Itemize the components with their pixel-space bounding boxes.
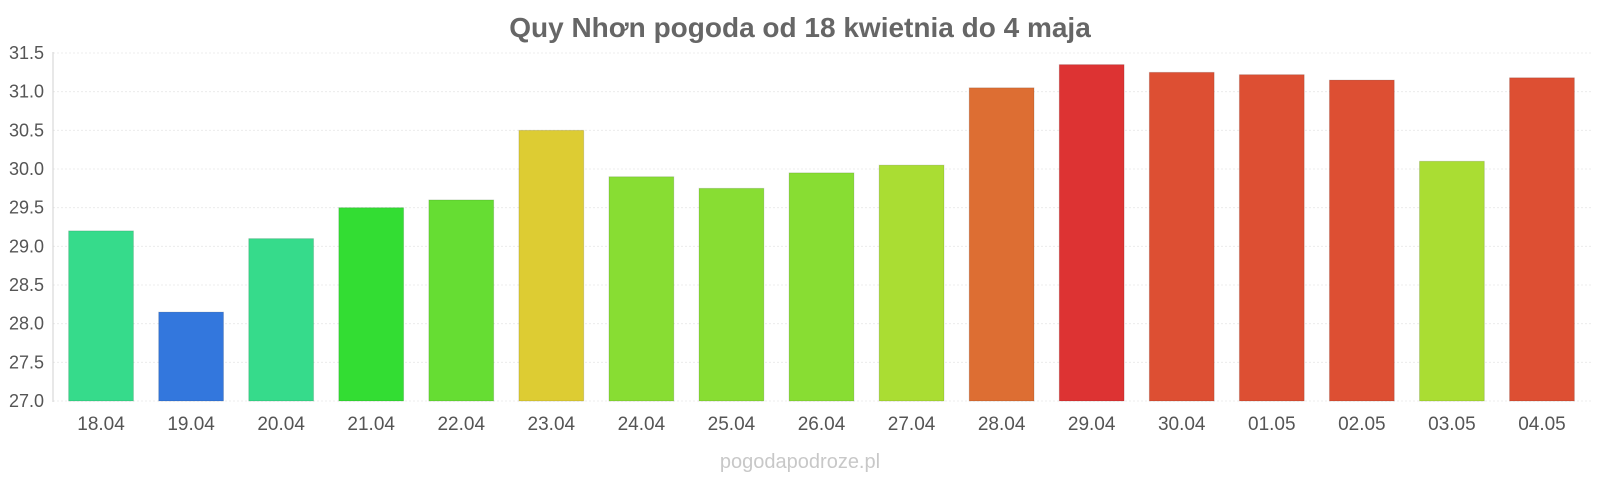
x-tick-label: 01.05 (1248, 414, 1296, 435)
y-tick-label: 29.5 (9, 198, 44, 218)
bar-25-04 (698, 187, 765, 402)
x-tick-label: 27.04 (888, 414, 936, 435)
x-axis-ticks: 18.04 19.04 20.04 21.04 22.04 23.04 24.04 25.04… (77, 414, 1565, 435)
bar-04-05 (1509, 77, 1575, 402)
y-tick-label: 31.0 (9, 82, 44, 102)
y-tick-label: 30.0 (9, 159, 44, 179)
y-tick-label: 27.0 (9, 391, 44, 411)
y-tick-label: 28.5 (9, 275, 44, 295)
y-axis-ticks: 27.0 27.5 28.0 28.5 29.0 29.5 30.0 30.5 31.0 31.5 (9, 43, 44, 411)
x-tick-label: 20.04 (257, 414, 305, 435)
x-tick-label: 28.04 (978, 414, 1026, 435)
bar-03-05 (1418, 160, 1485, 402)
bar-20-04 (248, 238, 315, 402)
y-tick-label: 31.5 (9, 43, 44, 63)
bar-19-04 (158, 311, 225, 402)
y-tick-label: 28.0 (9, 314, 44, 334)
y-tick-label: 29.0 (9, 236, 44, 256)
bar-27-04 (878, 164, 945, 402)
bar-23-04 (518, 129, 585, 402)
watermark: pogodapodroze.pl (720, 451, 880, 473)
x-tick-label: 24.04 (618, 414, 666, 435)
bar-21-04 (338, 207, 405, 402)
x-tick-label: 03.05 (1428, 414, 1476, 435)
x-tick-label: 19.04 (167, 414, 215, 435)
bar-01-05 (1238, 74, 1305, 402)
y-tick-label: 30.5 (9, 120, 44, 140)
x-tick-label: 22.04 (437, 414, 485, 435)
bar-29-04 (1058, 64, 1125, 402)
x-tick-label: 30.04 (1158, 414, 1206, 435)
chart-title: Quy Nhơn pogoda od 18 kwietnia do 4 maja (509, 12, 1091, 43)
bar-26-04 (788, 172, 855, 402)
x-tick-label: 23.04 (528, 414, 576, 435)
x-tick-label: 29.04 (1068, 414, 1116, 435)
bar-18-04 (68, 230, 134, 402)
y-tick-label: 27.5 (9, 352, 44, 372)
x-tick-label: 26.04 (798, 414, 846, 435)
x-tick-label: 04.05 (1518, 414, 1566, 435)
x-tick-label: 18.04 (77, 414, 125, 435)
bars (68, 64, 1575, 402)
x-tick-label: 02.05 (1338, 414, 1386, 435)
bar-02-05 (1328, 79, 1395, 402)
bar-24-04 (608, 176, 675, 402)
x-tick-label: 21.04 (347, 414, 395, 435)
bar-28-04 (968, 87, 1035, 402)
bar-22-04 (428, 199, 495, 402)
bar-30-04 (1148, 71, 1215, 402)
x-tick-label: 25.04 (708, 414, 756, 435)
